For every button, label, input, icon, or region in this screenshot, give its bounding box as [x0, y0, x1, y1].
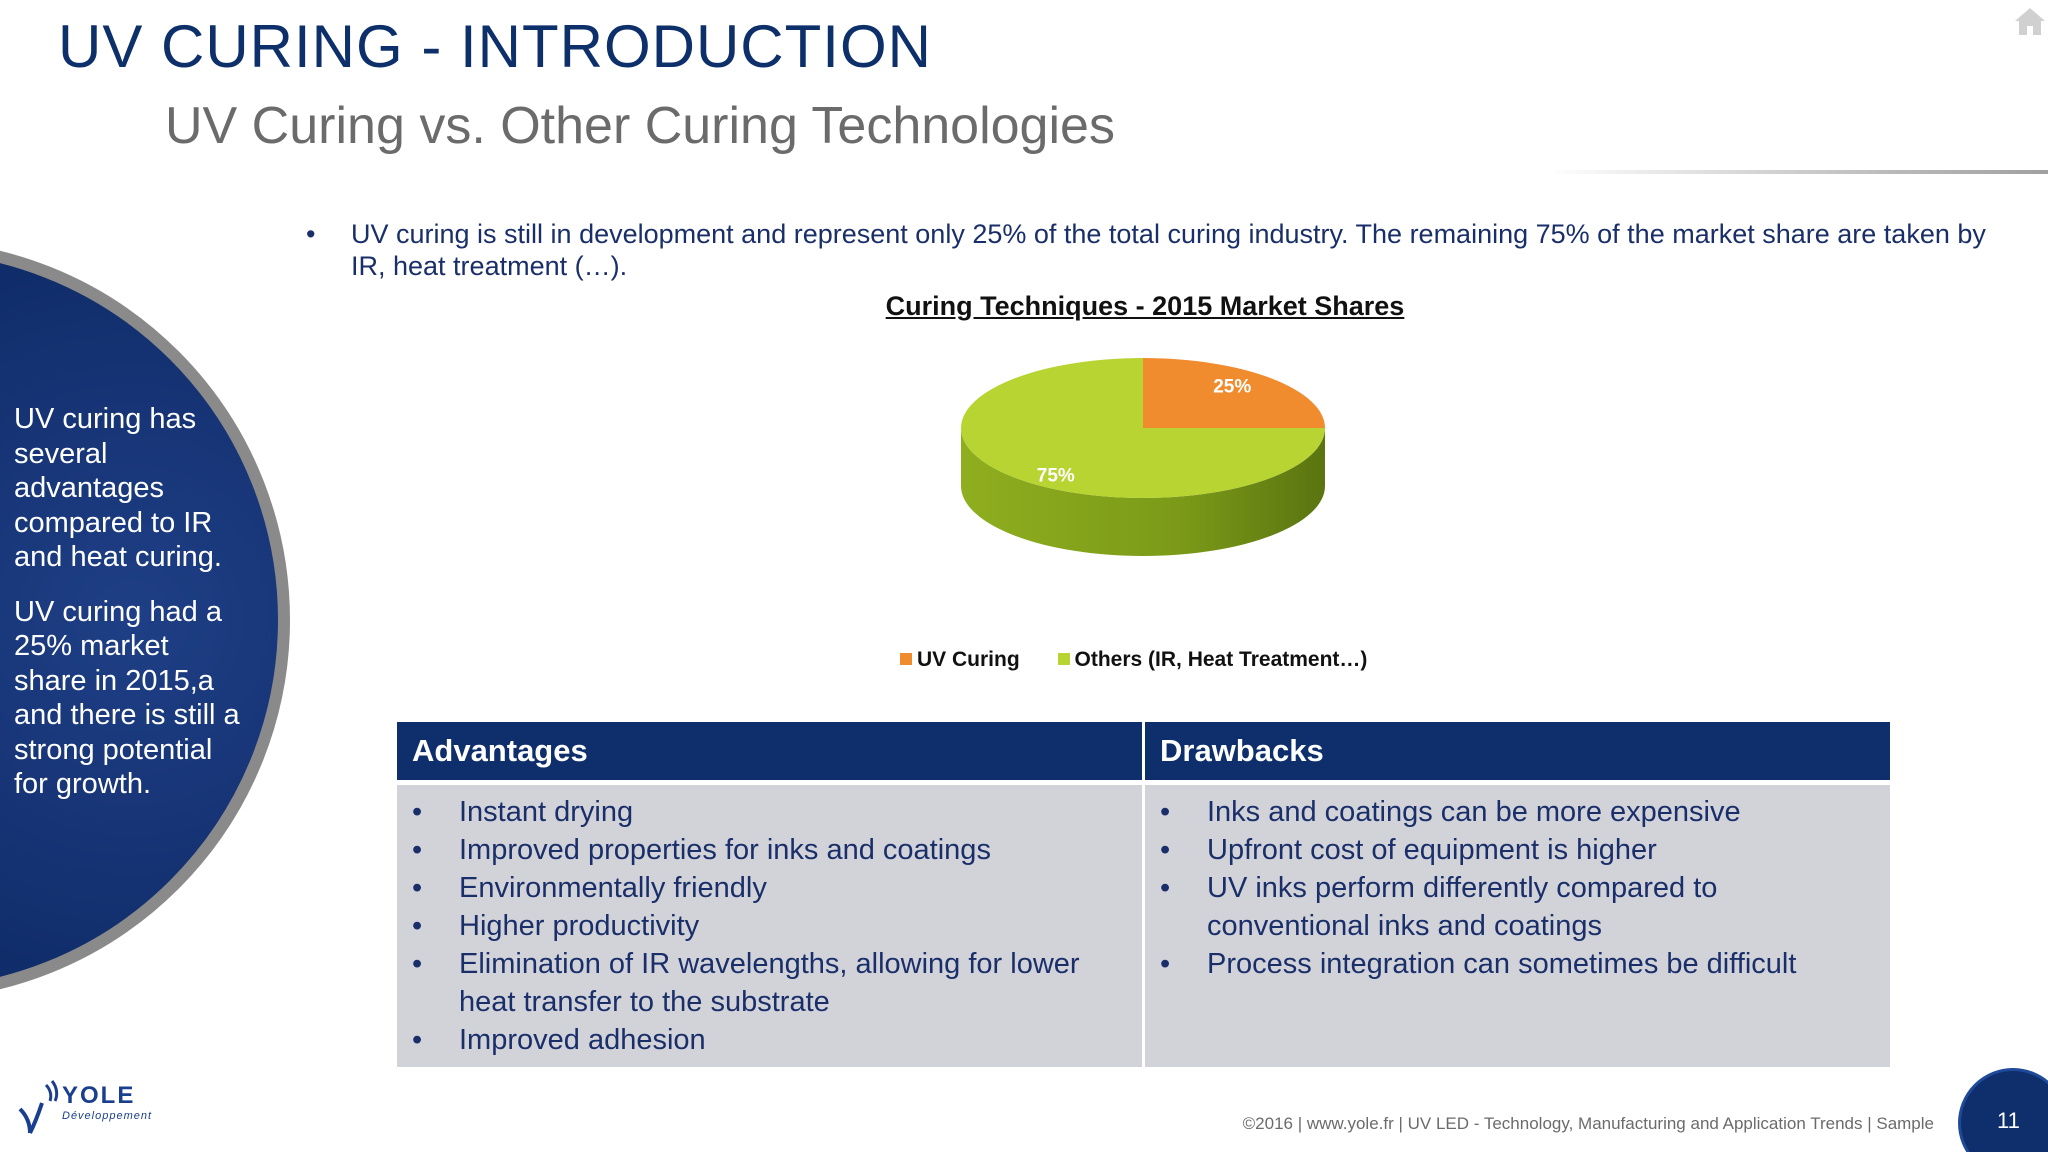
chart-title: Curing Techniques - 2015 Market Shares — [885, 291, 1405, 321]
sidebar-text: UV curing has several advantages compare… — [14, 402, 244, 822]
sidebar-paragraph: UV curing has several advantages compare… — [14, 403, 222, 573]
bullet-icon: • — [412, 910, 423, 942]
comparison-table: Advantages • Instant drying • Improved prop… — [397, 722, 1891, 1067]
legend-label: Others (IR, Heat Treatment…) — [1074, 648, 1368, 671]
list-item-text: Improved adhesion — [459, 1024, 706, 1056]
drawbacks-heading: Drawbacks — [1145, 722, 1890, 780]
list-item-text: Improved properties for inks and coating… — [459, 834, 991, 866]
list-item-text: Upfront cost of equipment is higher — [1207, 834, 1657, 866]
title-divider — [1545, 170, 2048, 174]
bullet-icon: • — [306, 219, 316, 249]
list-item-text: Process integration can sometimes be dif… — [1207, 948, 1797, 980]
list-item: • Upfront cost of equipment is higher — [1145, 831, 1890, 869]
footer-text: ©2016 | www.yole.fr | UV LED - Technolog… — [1242, 1114, 1934, 1133]
list-item: • Inks and coatings can be more expensive — [1145, 793, 1890, 831]
bullet-icon: • — [1160, 834, 1171, 866]
bullet-icon: • — [412, 1024, 423, 1056]
pie-slice-side — [961, 428, 1325, 556]
advantages-heading: Advantages — [397, 722, 1142, 780]
intro-text: UV curing is still in development and re… — [351, 219, 1986, 281]
logo-tagline: Développement — [62, 1110, 152, 1122]
drawbacks-list: • Inks and coatings can be more expensive… — [1145, 785, 1890, 1067]
legend-item-uv: UV Curing — [900, 648, 1020, 672]
list-item: • Elimination of IR wavelengths, allowing… — [397, 945, 1142, 1021]
advantages-column: Advantages • Instant drying • Improved prop… — [397, 722, 1142, 1067]
pie-data-label: 75% — [1037, 466, 1075, 487]
home-icon[interactable] — [2012, 4, 2048, 40]
list-item-text: Environmentally friendly — [459, 872, 767, 904]
legend-swatch — [900, 653, 912, 665]
bullet-icon: • — [412, 796, 423, 828]
bullet-icon: • — [412, 948, 423, 980]
list-item: • Instant drying — [397, 793, 1142, 831]
legend-item-others: Others (IR, Heat Treatment…) — [1057, 648, 1368, 672]
list-item-text: UV inks perform differently compared to … — [1207, 872, 1718, 942]
bullet-icon: • — [1160, 948, 1171, 980]
advantages-list: • Instant drying • Improved properties for … — [397, 785, 1142, 1067]
list-item-text: Instant drying — [459, 796, 634, 828]
pie-slice-uv-curing — [1143, 358, 1325, 428]
list-item: • Improved properties for inks and coatin… — [397, 831, 1142, 869]
list-item: • Environmentally friendly — [397, 869, 1142, 907]
page-subtitle: UV Curing vs. Other Curing Technologies — [165, 97, 1115, 155]
list-item-text: Elimination of IR wavelengths, allowing … — [459, 948, 1080, 1018]
bullet-icon: • — [1160, 796, 1171, 828]
pie-data-label: 25% — [1213, 376, 1251, 397]
pie-chart: 25% 75% — [961, 358, 1325, 556]
legend-swatch — [1057, 653, 1070, 665]
list-item-text: Higher productivity — [459, 910, 700, 942]
chart-legend: UV Curing Others (IR, Heat Treatment…) — [900, 648, 1399, 678]
list-item: • Improved adhesion — [397, 1021, 1142, 1059]
page-title: UV CURING - INTRODUCTION — [58, 13, 932, 80]
intro-bullet: • UV curing is still in development and … — [306, 218, 2006, 282]
list-item-text: Inks and coatings can be more expensive — [1207, 796, 1741, 828]
pie-slice-others — [961, 358, 1325, 498]
legend-label: UV Curing — [917, 648, 1020, 671]
list-item: • Process integration can sometimes be di… — [1145, 945, 1890, 983]
bullet-icon: • — [412, 872, 423, 904]
page-number: 11 — [1997, 1108, 2020, 1133]
list-item: • UV inks perform differently compared to… — [1145, 869, 1890, 945]
bullet-icon: • — [1160, 872, 1171, 904]
yole-logo: YOLE Développement — [18, 1080, 152, 1134]
bullet-icon: • — [412, 834, 423, 866]
sidebar-paragraph: UV curing had a 25% market share in 2015… — [14, 595, 240, 801]
list-item: • Higher productivity — [397, 907, 1142, 945]
drawbacks-column: Drawbacks • Inks and coatings can be more… — [1145, 722, 1890, 1067]
logo-name: YOLE — [62, 1082, 135, 1109]
